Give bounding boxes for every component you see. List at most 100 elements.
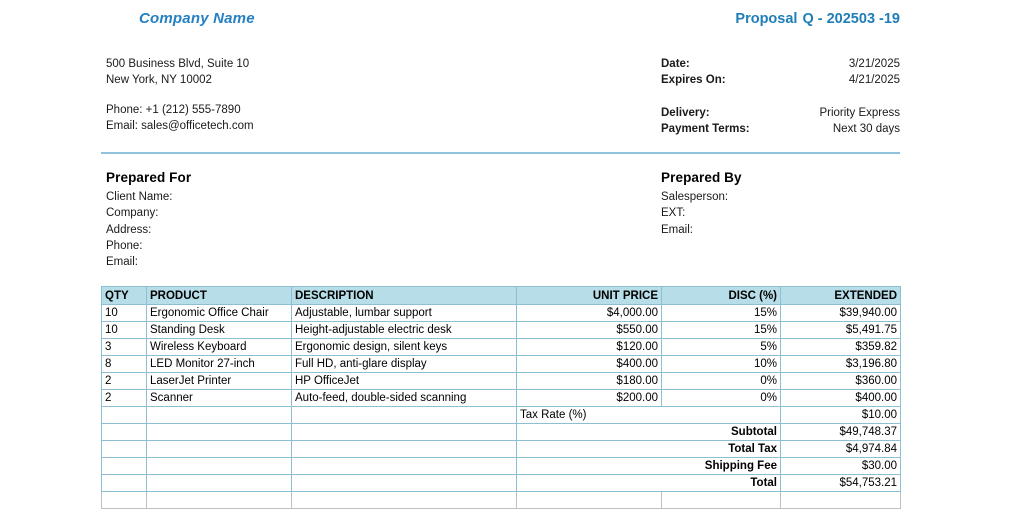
cell-prod: Ergonomic Office Chair	[146, 304, 292, 322]
table-row[interactable]: 2 LaserJet Printer HP OfficeJet $180.00 0% $3…	[101, 372, 901, 390]
prepared-for-phone: Phone:	[106, 239, 143, 252]
cell-ext: $359.82	[780, 338, 901, 356]
blank-cell-desc	[291, 491, 517, 509]
summary-label: Total	[516, 474, 781, 492]
prepared-by-email: Email:	[661, 223, 693, 236]
summary-row: Tax Rate (%) $10.00	[101, 406, 901, 424]
table-row[interactable]: 2 Scanner Auto-feed, double-sided scanning…	[101, 389, 901, 407]
cell-qty: 8	[101, 355, 147, 373]
table-header-row: QTY PRODUCT DESCRIPTION UNIT PRICE DISC (%) E…	[101, 286, 901, 305]
cell-ext: $360.00	[780, 372, 901, 390]
meta-row-date: Date: 3/21/2025	[661, 57, 900, 73]
meta-row-payment-terms: Payment Terms: Next 30 days	[661, 122, 900, 138]
company-name: Company Name	[139, 10, 255, 27]
date-label: Date:	[661, 58, 690, 70]
summary-blank-prod	[146, 440, 292, 458]
proposal-title-label: Proposal	[735, 11, 798, 27]
summary-blank-prod	[146, 474, 292, 492]
prepared-for-heading: Prepared For	[106, 170, 192, 185]
table-row[interactable]: 3 Wireless Keyboard Ergonomic design, sile…	[101, 338, 901, 356]
delivery-value: Priority Express	[819, 107, 900, 119]
cell-disc: 0%	[661, 389, 781, 407]
summary-blank-desc	[291, 474, 517, 492]
summary-label: Subtotal	[516, 423, 781, 441]
proposal-meta-block: Date: 3/21/2025 Expires On: 4/21/2025 De…	[661, 57, 900, 137]
cell-qty: 2	[101, 389, 147, 407]
cell-disc: 0%	[661, 372, 781, 390]
sender-spacer	[106, 88, 254, 103]
column-header-disc: DISC (%)	[661, 286, 781, 305]
meta-row-expires: Expires On: 4/21/2025	[661, 73, 900, 89]
column-header-desc: DESCRIPTION	[291, 286, 517, 305]
table-row[interactable]: 10 Ergonomic Office Chair Adjustable, lumb…	[101, 304, 901, 322]
cell-desc: Full HD, anti-glare display	[291, 355, 517, 373]
prepared-by-ext: EXT:	[661, 207, 686, 220]
summary-blank-qty	[101, 457, 147, 475]
cell-desc: Auto-feed, double-sided scanning	[291, 389, 517, 407]
cell-unit: $550.00	[516, 321, 662, 339]
prepared-by-section: Prepared By Salesperson: EXT: Email:	[661, 170, 742, 238]
summary-blank-desc	[291, 457, 517, 475]
blank-cell-qty	[101, 491, 147, 509]
cell-prod: LED Monitor 27-inch	[146, 355, 292, 373]
cell-unit: $4,000.00	[516, 304, 662, 322]
summary-blank-desc	[291, 440, 517, 458]
cell-qty: 3	[101, 338, 147, 356]
summary-row: Shipping Fee $30.00	[101, 457, 901, 475]
summary-blank-prod	[146, 457, 292, 475]
cell-ext: $400.00	[780, 389, 901, 407]
prepared-for-address: Address:	[106, 223, 152, 236]
sender-phone: Phone: +1 (212) 555-7890	[106, 104, 241, 116]
summary-blank-qty	[101, 406, 147, 424]
cell-disc: 15%	[661, 304, 781, 322]
proposal-number: Q - 202503 -19	[802, 11, 900, 27]
summary-value: $4,974.84	[780, 440, 901, 458]
sender-address-line1: 500 Business Blvd, Suite 10	[106, 58, 250, 70]
expires-label: Expires On:	[661, 73, 726, 86]
cell-disc: 5%	[661, 338, 781, 356]
prepared-for-client-name: Client Name:	[106, 191, 173, 204]
cell-qty: 10	[101, 321, 147, 339]
blank-cell-disc	[661, 491, 781, 509]
summary-blank-prod	[146, 406, 292, 424]
prepared-for-email: Email:	[106, 256, 138, 269]
cell-qty: 10	[101, 304, 147, 322]
sender-address-block: 500 Business Blvd, Suite 10 New York, NY…	[106, 57, 254, 134]
cell-qty: 2	[101, 372, 147, 390]
summary-value: $54,753.21	[780, 474, 901, 492]
column-header-unit: UNIT PRICE	[516, 286, 662, 305]
line-items-table: QTY PRODUCT DESCRIPTION UNIT PRICE DISC (%) E…	[101, 286, 901, 509]
summary-blank-desc	[291, 406, 517, 424]
cell-desc: Ergonomic design, silent keys	[291, 338, 517, 356]
meta-spacer	[661, 88, 900, 106]
sender-email: Email: sales@officetech.com	[106, 119, 254, 132]
blank-cell-unit	[516, 491, 662, 509]
table-blank-row[interactable]	[101, 491, 901, 509]
summary-row: Subtotal $49,748.37	[101, 423, 901, 441]
payment-terms-label: Payment Terms:	[661, 122, 750, 135]
blank-cell-prod	[146, 491, 292, 509]
cell-prod: Wireless Keyboard	[146, 338, 292, 356]
table-row[interactable]: 8 LED Monitor 27-inch Full HD, anti-glare …	[101, 355, 901, 373]
cell-desc: Height-adjustable electric desk	[291, 321, 517, 339]
summary-row: Total $54,753.21	[101, 474, 901, 492]
cell-disc: 10%	[661, 355, 781, 373]
prepared-by-heading: Prepared By	[661, 170, 742, 185]
cell-disc: 15%	[661, 321, 781, 339]
table-row[interactable]: 10 Standing Desk Height-adjustable electri…	[101, 321, 901, 339]
column-header-prod: PRODUCT	[146, 286, 292, 305]
cell-unit: $200.00	[516, 389, 662, 407]
summary-label: Tax Rate (%)	[516, 406, 781, 424]
cell-prod: Scanner	[146, 389, 292, 407]
cell-ext: $39,940.00	[780, 304, 901, 322]
cell-prod: Standing Desk	[146, 321, 292, 339]
summary-blank-desc	[291, 423, 517, 441]
summary-blank-prod	[146, 423, 292, 441]
summary-blank-qty	[101, 423, 147, 441]
cell-unit: $400.00	[516, 355, 662, 373]
prepared-for-section: Prepared For Client Name: Company: Addre…	[106, 170, 191, 270]
expires-value: 4/21/2025	[848, 73, 900, 86]
column-header-qty: QTY	[101, 286, 147, 305]
blank-cell-ext	[780, 491, 901, 509]
